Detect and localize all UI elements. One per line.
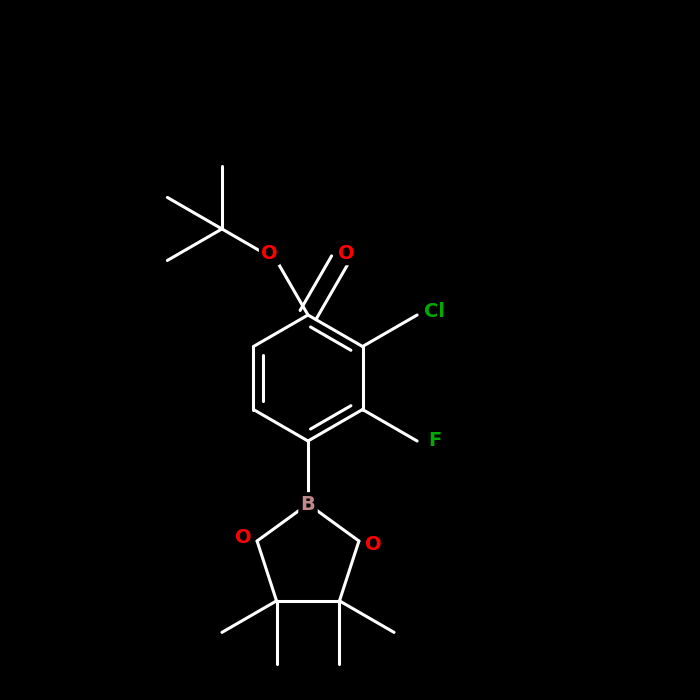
Text: O: O <box>365 535 382 554</box>
Text: O: O <box>338 244 355 263</box>
Text: O: O <box>261 244 278 263</box>
Text: B: B <box>300 494 316 514</box>
Text: F: F <box>428 431 441 451</box>
Text: Cl: Cl <box>424 302 445 321</box>
Text: O: O <box>234 528 251 547</box>
